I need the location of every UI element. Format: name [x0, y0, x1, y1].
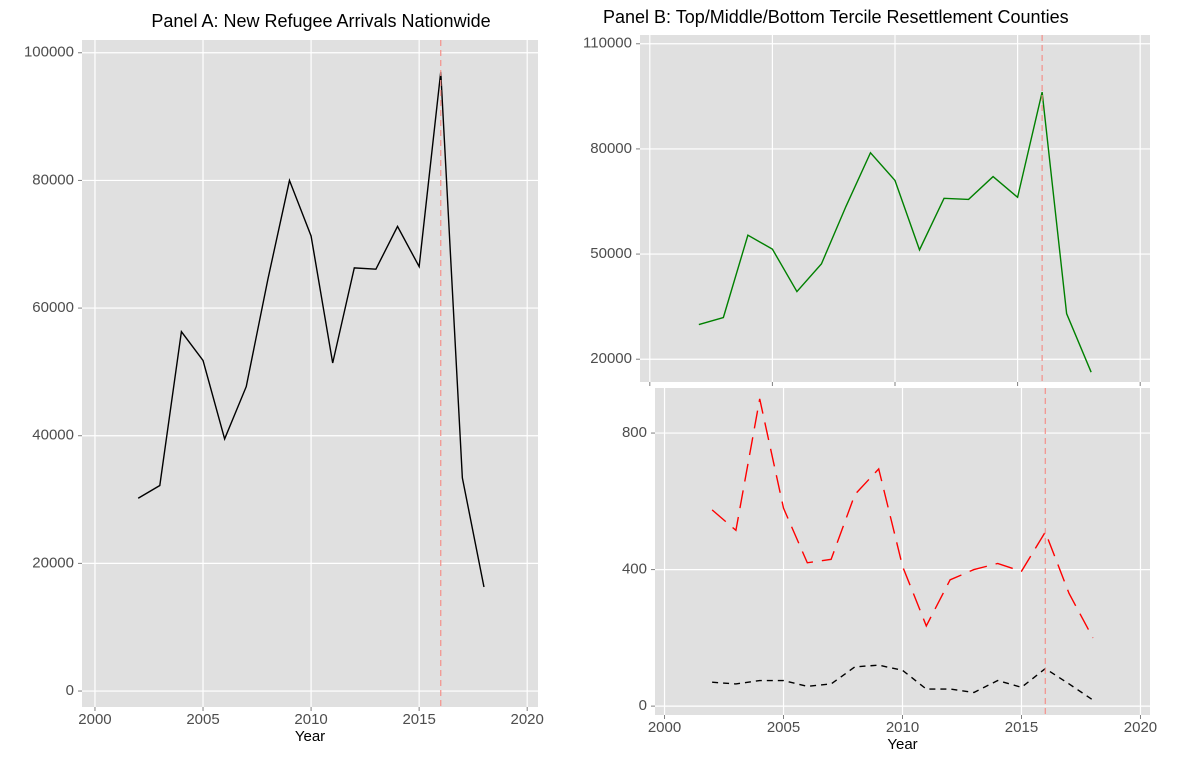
panel-title: Panel A: New Refugee Arrivals Nationwide — [151, 11, 490, 31]
y-tick-label: 100000 — [24, 44, 74, 61]
y-tick-label: 400 — [622, 561, 647, 578]
y-tick-label: 80000 — [32, 171, 74, 188]
x-tick-label: 2010 — [886, 719, 919, 736]
data-line — [137, 71, 485, 588]
x-tick-label: 2005 — [186, 711, 219, 728]
y-tick-label: 20000 — [590, 350, 632, 367]
y-tick-label: 20000 — [32, 554, 74, 571]
x-tick-label: 2015 — [402, 711, 435, 728]
x-tick-label: 2015 — [1005, 719, 1038, 736]
data-line — [698, 91, 1092, 373]
x-tick-label: 2000 — [648, 719, 681, 736]
y-tick-label: 50000 — [590, 245, 632, 262]
x-tick-label: 2010 — [294, 711, 327, 728]
y-tick-label: 800 — [622, 424, 647, 441]
plot-panel — [82, 40, 538, 707]
y-tick-label: 40000 — [32, 427, 74, 444]
x-tick-label: 2020 — [511, 711, 544, 728]
y-tick-label: 80000 — [590, 140, 632, 157]
data-line — [711, 398, 1094, 639]
x-axis-label: Year — [887, 736, 917, 753]
y-tick-label: 60000 — [32, 299, 74, 316]
y-tick-label: 0 — [66, 682, 74, 699]
y-tick-label: 110000 — [583, 35, 632, 52]
x-tick-label: 2005 — [767, 719, 800, 736]
panel-title: Panel B: Top/Middle/Bottom Tercile Reset… — [603, 7, 1069, 27]
x-axis-label: Year — [295, 728, 325, 745]
x-tick-label: 2000 — [78, 711, 111, 728]
y-tick-label: 0 — [639, 697, 647, 714]
x-tick-label: 2020 — [1124, 719, 1157, 736]
